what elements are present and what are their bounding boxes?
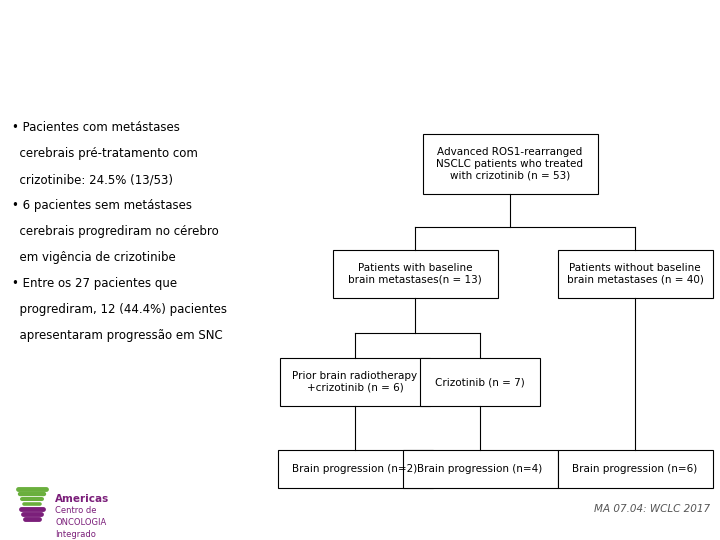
Text: • 6 pacientes sem metástases: • 6 pacientes sem metástases xyxy=(12,199,192,212)
FancyBboxPatch shape xyxy=(402,450,557,488)
Text: Centro de
ONCOLOGIA
Integrado: Centro de ONCOLOGIA Integrado xyxy=(55,506,107,538)
Text: Brain progression (n=6): Brain progression (n=6) xyxy=(572,464,698,474)
Text: apresentaram progressão em SNC: apresentaram progressão em SNC xyxy=(12,329,222,342)
Text: em vigência de crizotinibe: em vigência de crizotinibe xyxy=(12,251,176,264)
Text: crizotinibe: 24.5% (13/53): crizotinibe: 24.5% (13/53) xyxy=(12,173,173,186)
Text: progrediram, 12 (44.4%) pacientes: progrediram, 12 (44.4%) pacientes xyxy=(12,303,227,316)
FancyBboxPatch shape xyxy=(557,250,713,298)
Text: ROS-1, CRIZOTINIBE E METÁSTASES CEREBRAIS: ROS-1, CRIZOTINIBE E METÁSTASES CEREBRAI… xyxy=(27,25,618,48)
FancyBboxPatch shape xyxy=(277,450,433,488)
Text: • Pacientes com metástases: • Pacientes com metástases xyxy=(12,121,180,134)
Text: cerebrais pré-tratamento com: cerebrais pré-tratamento com xyxy=(12,147,198,160)
Text: Brain progression (n=4): Brain progression (n=4) xyxy=(418,464,543,474)
FancyBboxPatch shape xyxy=(423,134,598,194)
FancyBboxPatch shape xyxy=(557,450,713,488)
FancyBboxPatch shape xyxy=(420,358,540,406)
FancyBboxPatch shape xyxy=(333,250,498,298)
Text: Advanced ROS1-rearranged
NSCLC patients who treated
with crizotinib (n = 53): Advanced ROS1-rearranged NSCLC patients … xyxy=(436,147,583,181)
Text: Brain progression (n=2): Brain progression (n=2) xyxy=(292,464,418,474)
Text: Patients without baseline
brain metastases (n = 40): Patients without baseline brain metastas… xyxy=(567,264,703,285)
Text: cerebrais progrediram no cérebro: cerebrais progrediram no cérebro xyxy=(12,225,219,238)
Text: Patients with baseline
brain metastases(n = 13): Patients with baseline brain metastases(… xyxy=(348,264,482,285)
Text: Crizotinib (n = 7): Crizotinib (n = 7) xyxy=(435,377,525,387)
Text: MA 07.04: WCLC 2017: MA 07.04: WCLC 2017 xyxy=(594,504,710,514)
Text: Prior brain radiotherapy
+crizotinib (n = 6): Prior brain radiotherapy +crizotinib (n … xyxy=(292,371,418,393)
FancyBboxPatch shape xyxy=(280,358,430,406)
Text: Americas: Americas xyxy=(55,494,109,504)
Text: • Entre os 27 pacientes que: • Entre os 27 pacientes que xyxy=(12,277,177,290)
